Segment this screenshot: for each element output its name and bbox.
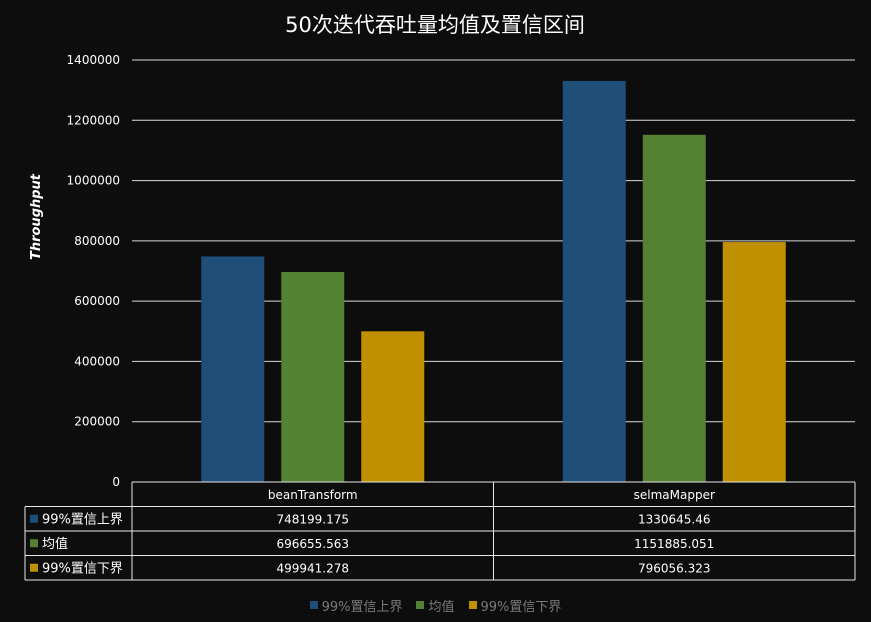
table-series-name: 99%置信下界: [42, 561, 123, 576]
table-series-name: 均值: [42, 536, 68, 552]
bar: [642, 134, 706, 482]
y-tick-label: 800000: [74, 234, 120, 248]
legend-item: 99%置信下界: [468, 596, 562, 615]
bars-layer: [201, 80, 786, 482]
table-series-name: 99%置信上界: [42, 512, 123, 527]
data-label: 748199.175: [276, 512, 349, 526]
y-tick-label: 1000000: [67, 174, 120, 188]
y-tick-label: 0: [112, 475, 120, 489]
x-tick-label: beanTransform: [268, 488, 358, 502]
legend-swatch: [468, 601, 477, 609]
data-label: 1330645.46: [638, 512, 711, 526]
table-legend-swatch: [30, 539, 38, 548]
x-tick-label: selmaMapper: [634, 488, 715, 502]
chart-title: 50次迭代吞吐量均值及置信区间: [285, 13, 585, 37]
bar: [722, 242, 786, 482]
bar: [361, 331, 425, 482]
data-label: 796056.323: [638, 561, 711, 575]
table-legend-swatch: [30, 514, 38, 523]
legend: 99%置信上界 均值 99%置信下界: [0, 595, 871, 615]
bar: [201, 256, 265, 482]
data-label: 1151885.051: [634, 537, 714, 551]
grid-layer: 0 200000 400000 600000 800000 1000000 1200000 1…: [67, 53, 855, 489]
data-label: 696655.563: [276, 537, 349, 551]
table-legend-swatch: [30, 563, 38, 572]
y-tick-label: 1400000: [67, 53, 120, 67]
y-axis-label: Throughput: [29, 173, 44, 260]
y-tick-label: 600000: [74, 294, 120, 308]
bar: [562, 80, 626, 482]
legend-label: 均值: [428, 599, 455, 615]
bar: [281, 272, 345, 482]
data-table: beanTransform selmaMapper 99%置信上界 748199.17…: [24, 481, 856, 581]
legend-swatch: [309, 601, 318, 609]
y-tick-label: 1200000: [67, 113, 120, 127]
legend-label: 99%置信下界: [480, 599, 562, 615]
data-label: 499941.278: [276, 561, 349, 575]
legend-item: 99%置信上界: [309, 596, 403, 615]
legend-swatch: [416, 601, 425, 609]
legend-label: 99%置信上界: [321, 599, 403, 615]
y-tick-label: 200000: [74, 415, 120, 429]
y-tick-label: 400000: [74, 354, 120, 368]
legend-item: 均值: [416, 596, 455, 615]
